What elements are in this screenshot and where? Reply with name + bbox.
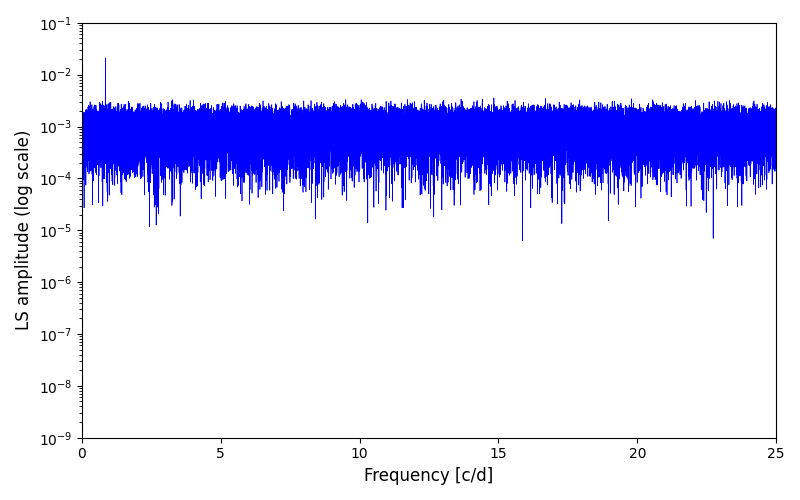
X-axis label: Frequency [c/d]: Frequency [c/d] — [364, 467, 494, 485]
Y-axis label: LS amplitude (log scale): LS amplitude (log scale) — [15, 130, 33, 330]
